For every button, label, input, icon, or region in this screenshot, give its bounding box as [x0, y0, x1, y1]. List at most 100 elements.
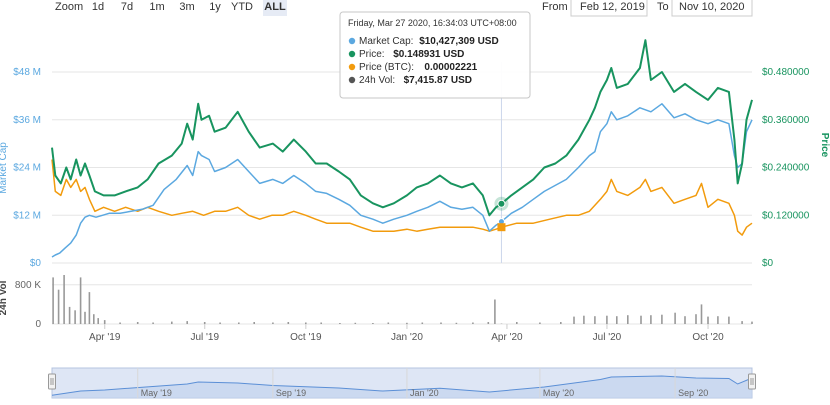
volume-bar — [171, 322, 173, 324]
volume-bar — [516, 322, 518, 324]
navigator-tick-label: May '19 — [141, 388, 172, 398]
volume-bar — [238, 323, 240, 325]
tooltip-series-dot — [349, 77, 355, 83]
tooltip-row-label: Price: — [359, 49, 385, 60]
price-hover-marker — [498, 200, 505, 207]
zoom-button-3m[interactable]: 3m — [179, 1, 194, 13]
navigator-handle-left[interactable] — [49, 374, 56, 389]
volume-bar — [305, 323, 307, 325]
volume-tick-label: 800 K — [15, 280, 41, 291]
tooltip-row-value: $10,427,309 USD — [419, 36, 499, 47]
volume-tick-label: 0 — [35, 319, 41, 330]
volume-bar — [186, 321, 188, 324]
x-tick-label: Jul '19 — [190, 332, 219, 343]
volume-bar — [137, 322, 139, 324]
volume-bar — [84, 312, 86, 324]
volume-bar — [119, 323, 121, 325]
price-axis: $0$0.120000$0.240000$0.360000$0.480000Pr… — [762, 67, 830, 269]
tooltip-series-dot — [349, 64, 355, 70]
market-cap-tick-label: $24 M — [13, 163, 41, 174]
from-label: From — [542, 1, 568, 13]
volume-bar — [69, 307, 71, 324]
volume-bar — [204, 322, 206, 324]
volume-bar — [488, 322, 490, 324]
volume-bar — [707, 317, 709, 324]
volume-bar — [272, 323, 274, 325]
volume-bar — [80, 277, 82, 324]
volume-bar — [93, 314, 95, 324]
volume-bar — [388, 323, 390, 325]
from-date-input[interactable]: Feb 12, 2019 — [580, 1, 645, 13]
zoom-button-7d[interactable]: 7d — [121, 1, 133, 13]
market-cap-tick-label: $12 M — [13, 210, 41, 221]
volume-bar — [661, 315, 663, 324]
price-axis-title: Price — [819, 133, 830, 158]
volume-bar — [456, 323, 458, 324]
volume-bar — [539, 323, 541, 325]
tooltip-row-value: $0.148931 USD — [393, 49, 464, 60]
price-tick-label: $0.360000 — [762, 115, 810, 126]
zoom-button-1m[interactable]: 1m — [149, 1, 164, 13]
volume-bar — [372, 323, 374, 324]
zoom-button-1y[interactable]: 1y — [209, 1, 221, 13]
zoom-button-all[interactable]: ALL — [264, 1, 286, 13]
x-tick-label: Jul '20 — [593, 332, 622, 343]
volume-bar — [58, 290, 60, 324]
volume-bar — [695, 314, 697, 324]
volume-bar — [89, 292, 91, 324]
navigator-tick-label: May '20 — [543, 388, 574, 398]
navigator-tick-label: Sep '20 — [678, 388, 708, 398]
navigator-handle-right[interactable] — [749, 374, 756, 389]
market-cap-tick-label: $48 M — [13, 67, 41, 78]
volume-bar — [616, 316, 618, 324]
volume-bar — [253, 322, 255, 324]
price-tick-label: $0 — [762, 258, 774, 269]
tooltip-row-label: 24h Vol: — [359, 75, 395, 86]
volume-bar — [494, 300, 496, 325]
volume-bar — [684, 316, 686, 324]
volume-bar — [339, 323, 341, 324]
to-date-input[interactable]: Nov 10, 2020 — [679, 1, 744, 13]
volume-bar — [472, 323, 474, 325]
zoom-buttons: 1d 7d 1m 3m 1y YTD ALL — [92, 0, 287, 16]
volume-bar — [627, 315, 629, 324]
volume-bar — [97, 318, 99, 324]
volume-bar — [640, 316, 642, 324]
volume-bar — [152, 323, 154, 325]
volume-bar — [650, 315, 652, 324]
zoom-label: Zoom — [55, 1, 83, 13]
zoom-button-ytd[interactable]: YTD — [231, 1, 253, 13]
volume-bar — [63, 275, 65, 324]
zoom-button-1d[interactable]: 1d — [92, 1, 104, 13]
volume-bars — [52, 275, 753, 324]
tooltip-row-value: 0.00002221 — [424, 62, 477, 73]
volume-bar — [594, 316, 596, 324]
tooltip-series-dot — [349, 38, 355, 44]
volume-bar — [717, 316, 719, 324]
volume-bar — [74, 310, 76, 324]
volume-bar — [406, 323, 408, 324]
volume-bar — [728, 317, 730, 324]
volume-bar — [701, 304, 703, 324]
price-tick-label: $0.240000 — [762, 163, 810, 174]
x-tick-label: Jan '20 — [391, 332, 423, 343]
btc-price-hover-marker — [497, 223, 505, 231]
to-label: To — [657, 1, 669, 13]
volume-bar — [219, 323, 221, 325]
volume-bar — [104, 320, 106, 324]
volume-bar — [583, 316, 585, 324]
volume-bar — [320, 323, 322, 325]
tooltip-header: Friday, Mar 27 2020, 16:34:03 UTC+08:00 — [348, 18, 517, 28]
volume-bar — [422, 323, 424, 325]
navigator-tick-label: Jan '20 — [410, 388, 439, 398]
volume-bar — [560, 322, 562, 324]
volume-bar — [288, 322, 290, 324]
volume-bar — [573, 317, 575, 324]
volume-bar — [52, 277, 54, 324]
x-tick-label: Apr '20 — [491, 332, 523, 343]
volume-bar — [674, 313, 676, 324]
